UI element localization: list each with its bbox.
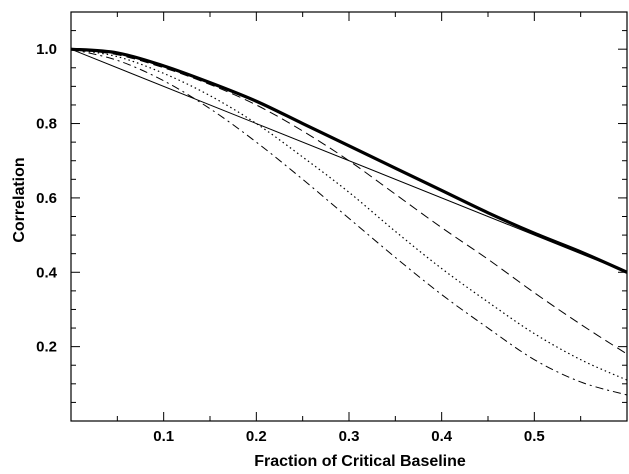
x-tick-label: 0.1 [153,428,174,445]
series-line-dash-dot [70,48,628,396]
series-line-thick-solid [70,47,628,274]
series-line-dotted [70,48,628,381]
y-tick-label: 0.8 [36,116,57,133]
x-tick-label: 0.3 [339,428,360,445]
x-tick-label: 0.4 [431,428,453,445]
x-tick-label: 0.2 [246,428,267,445]
x-axis-label: Fraction of Critical Baseline [254,453,466,470]
y-tick-label: 0.2 [36,339,57,356]
ticks-layer [71,12,627,421]
y-tick-label: 0.6 [36,190,57,207]
plot-border [70,11,628,422]
x-tick-label: 0.5 [524,428,545,445]
series-line-dashed [70,48,628,355]
y-tick-label: 0.4 [36,264,58,281]
plot-frame [70,11,628,422]
y-tick-label: 1.0 [36,41,57,58]
y-axis-label: Correlation [11,157,28,242]
labels-layer: 0.1 0.2 0.3 0.4 0.5 0.2 0.4 0.6 0.8 1.0 [36,41,545,445]
series-layer [70,47,628,396]
